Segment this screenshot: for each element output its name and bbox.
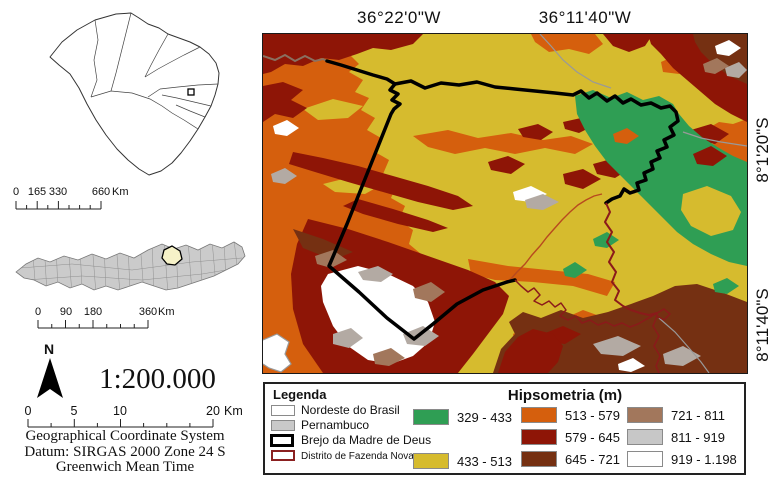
ne-scalebar-tick-0: 0 [12, 186, 20, 198]
hipsometria-title: Hipsometria (m) [507, 387, 623, 404]
main-scalebar-tick-2: 10 [113, 404, 127, 418]
coordinate-system-note: Geographical Coordinate System Datum: SI… [5, 428, 245, 476]
pe-scalebar-tick-2: 180 [83, 306, 103, 318]
legend-swatch-nordeste [271, 405, 295, 416]
elevation-gray-layer [271, 62, 747, 366]
longitude-label-east: 36°11'40"W [538, 8, 632, 27]
main-scalebar-tick-1: 5 [70, 404, 78, 418]
legend-swatch-pernambuco [271, 420, 295, 431]
north-label: N [44, 341, 55, 357]
longitude-label-west: 36°22'0"W [357, 8, 441, 27]
hipso-label-579-645: 579 - 645 [565, 430, 620, 445]
legend-box: Legenda Hipsometria (m) Nordeste do Bras… [263, 382, 746, 475]
elevation-green-layer [563, 90, 747, 294]
legend-label-nordeste: Nordeste do Brasil [301, 403, 400, 417]
elevation-darkred-overlays [498, 326, 581, 373]
main-scalebar-tick-0: 0 [24, 404, 32, 418]
main-scalebar-tick-3: 20 [206, 404, 220, 418]
latitude-label-north: 8°1'20"S [753, 117, 772, 183]
pe-scalebar-unit: Km [158, 306, 175, 318]
pe-scalebar-tick-0: 0 [34, 306, 42, 318]
hipso-label-721-811: 721 - 811 [671, 408, 725, 423]
hipso-swatch-329-433 [413, 409, 449, 425]
hipso-label-329-433: 329 - 433 [457, 410, 512, 425]
hipso-swatch-645-721 [521, 451, 557, 467]
hipso-swatch-433-513 [413, 453, 449, 469]
road-line [508, 193, 603, 282]
ne-scalebar-tick-2: 330 [48, 186, 68, 198]
pe-scalebar-ladder [37, 320, 149, 329]
map-frame [262, 33, 748, 374]
inset-map-northeast-brazil [49, 12, 220, 176]
map-scale-text: 1:200.000 [99, 363, 216, 395]
crs-line-2: Datum: SIRGAS 2000 Zone 24 S [24, 443, 226, 460]
ne-scalebar-ladder [15, 201, 102, 210]
main-scalebar-unit: Km [224, 404, 243, 418]
municipality-boundary [325, 59, 680, 341]
hipso-swatch-721-811 [627, 407, 663, 423]
hipso-label-513-579: 513 - 579 [565, 408, 620, 423]
hypsometric-map [263, 34, 747, 373]
hipso-label-645-721: 645 - 721 [565, 452, 620, 467]
hipso-swatch-811-919 [627, 429, 663, 445]
ne-scalebar-tick-3: 660 [91, 186, 111, 198]
district-boundary [514, 202, 671, 373]
pernambuco-highlight-municipality [161, 245, 183, 266]
pe-scalebar-tick-1: 90 [59, 306, 73, 318]
hipso-label-433-513: 433 - 513 [457, 454, 512, 469]
legend-swatch-brejo [270, 434, 294, 447]
ne-brazil-state-borders [90, 12, 219, 130]
latitude-label-south: 8°11'40"S [753, 288, 772, 362]
study-area-marker [187, 88, 195, 96]
minor-boundary-lines [263, 34, 747, 373]
hipso-swatch-919-1198 [627, 451, 663, 467]
legend-title: Legenda [273, 387, 327, 402]
legend-label-brejo: Brejo da Madre de Deus [301, 433, 432, 447]
ne-scalebar-unit: Km [112, 186, 129, 198]
main-scalebar-ladder [27, 419, 214, 428]
crs-line-1: Geographical Coordinate System [25, 428, 225, 444]
ne-scalebar-tick-1: 165 [27, 186, 47, 198]
legend-label-fazenda-nova: Distrito de Fazenda Nova [301, 451, 414, 462]
hipso-swatch-513-579 [521, 407, 557, 423]
pernambuco-shape [15, 241, 246, 291]
hipso-label-919-1198: 919 - 1.198 [671, 452, 737, 467]
legend-swatch-fazenda-nova [271, 450, 295, 461]
north-arrow-icon [37, 358, 63, 398]
hipso-label-811-919: 811 - 919 [671, 430, 725, 445]
hipso-swatch-579-645 [521, 429, 557, 445]
pe-scalebar-tick-3: 360 [138, 306, 158, 318]
inset-map-pernambuco [15, 241, 246, 291]
legend-label-pernambuco: Pernambuco [301, 418, 370, 432]
crs-line-3: Greenwich Mean Time [55, 459, 195, 475]
